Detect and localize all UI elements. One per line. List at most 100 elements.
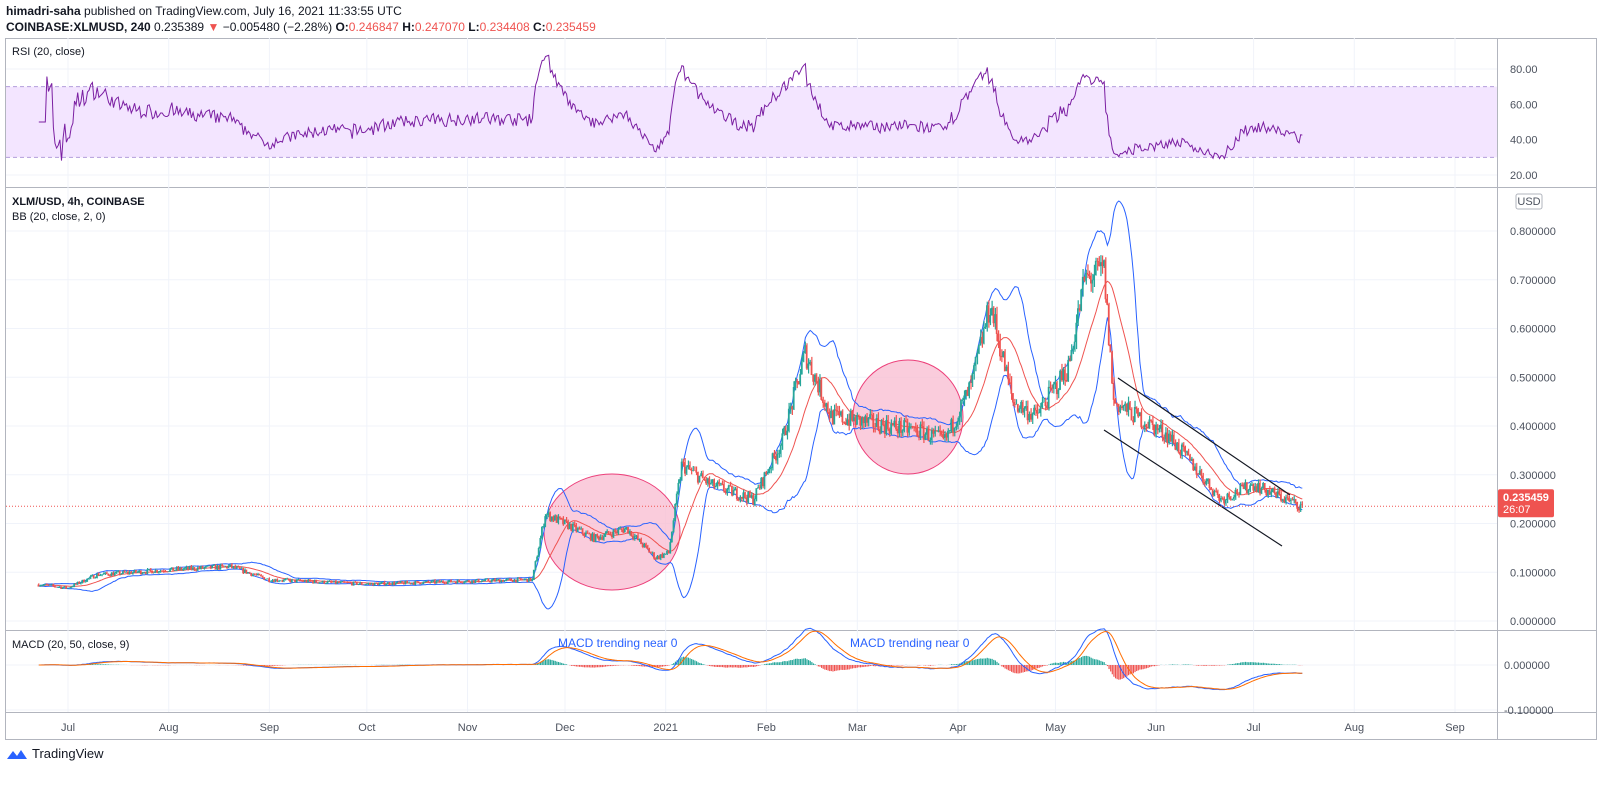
candle xyxy=(1195,462,1198,479)
candle xyxy=(1038,408,1040,414)
candle xyxy=(299,578,301,582)
candle xyxy=(149,567,152,572)
candle xyxy=(312,580,314,584)
candle xyxy=(796,378,798,389)
candle xyxy=(1296,501,1299,512)
candle xyxy=(731,485,733,497)
candle xyxy=(243,568,246,574)
candle xyxy=(261,575,264,578)
price-tick-label: 0.100000 xyxy=(1510,567,1556,579)
candle xyxy=(203,567,206,570)
candle xyxy=(705,476,707,486)
trend-line-lower[interactable] xyxy=(1103,429,1283,547)
candle xyxy=(1015,399,1018,405)
candle xyxy=(1120,400,1123,411)
time-tick-label: Sep xyxy=(1445,722,1465,734)
candle xyxy=(784,425,787,436)
candle xyxy=(1148,415,1151,429)
candle xyxy=(173,569,176,571)
candle xyxy=(1150,419,1152,423)
candle xyxy=(40,584,43,587)
candle xyxy=(248,571,251,574)
candle xyxy=(1164,427,1167,443)
candle xyxy=(206,565,209,567)
candle xyxy=(398,581,400,583)
candle xyxy=(1036,403,1039,419)
candle xyxy=(492,578,495,581)
candle xyxy=(91,574,93,577)
author[interactable]: himadri-saha xyxy=(6,4,81,18)
candle xyxy=(354,581,357,583)
candle xyxy=(739,495,741,503)
candle xyxy=(578,526,581,530)
candle xyxy=(615,529,618,536)
o-label: O: xyxy=(335,20,349,34)
candle xyxy=(1064,363,1066,386)
candle xyxy=(815,373,818,383)
candle xyxy=(849,408,852,427)
price-tick-label: 0.500000 xyxy=(1510,372,1556,384)
candle xyxy=(411,582,413,585)
candle xyxy=(368,582,371,586)
candle xyxy=(464,580,467,583)
candle xyxy=(479,581,482,583)
candle xyxy=(1140,408,1143,430)
candle xyxy=(636,532,639,541)
candle xyxy=(58,585,61,588)
candle xyxy=(60,586,63,589)
candle xyxy=(961,397,964,404)
time-tick-label: Jul xyxy=(61,722,75,734)
candle xyxy=(1096,257,1099,271)
candle xyxy=(428,581,431,584)
currency-badge[interactable] xyxy=(1515,193,1543,210)
candle xyxy=(1117,403,1120,416)
candle xyxy=(990,300,993,316)
candle xyxy=(692,466,694,472)
candle xyxy=(1042,397,1045,403)
annotation-text[interactable]: MACD trending near 0 xyxy=(850,636,970,650)
candle xyxy=(822,396,824,408)
candle xyxy=(506,577,509,581)
candle xyxy=(73,583,76,588)
tradingview-logo[interactable]: TradingView xyxy=(6,746,104,761)
candle xyxy=(415,580,418,583)
candle xyxy=(711,478,714,487)
candle xyxy=(1046,401,1048,410)
candle xyxy=(1112,377,1115,406)
candle xyxy=(357,583,360,586)
candle xyxy=(763,471,766,490)
candle xyxy=(979,329,982,346)
candle xyxy=(424,580,426,583)
candle xyxy=(365,583,368,585)
candle xyxy=(729,481,732,487)
candle xyxy=(1143,421,1146,433)
candle xyxy=(364,583,366,586)
candle xyxy=(39,584,41,587)
candle xyxy=(1187,448,1190,456)
candle xyxy=(1219,495,1222,503)
candle xyxy=(458,579,461,583)
candle xyxy=(1059,369,1061,391)
candle xyxy=(191,565,194,571)
candle xyxy=(68,587,71,589)
candle xyxy=(154,568,157,574)
candle xyxy=(1163,434,1165,444)
candle xyxy=(537,546,540,558)
candle xyxy=(872,412,875,433)
candle xyxy=(581,528,584,536)
candle xyxy=(839,410,842,417)
candle xyxy=(1249,483,1251,493)
candle xyxy=(667,550,670,554)
candle xyxy=(338,580,340,584)
candle xyxy=(342,580,345,583)
trend-line-upper[interactable] xyxy=(1117,377,1291,496)
candle xyxy=(316,582,319,584)
candle xyxy=(856,412,858,426)
candle xyxy=(885,415,888,436)
candle xyxy=(352,581,355,586)
candle xyxy=(302,580,305,583)
candle xyxy=(609,531,612,536)
candle xyxy=(212,563,215,566)
annotation-text[interactable]: MACD trending near 0 xyxy=(558,636,678,650)
